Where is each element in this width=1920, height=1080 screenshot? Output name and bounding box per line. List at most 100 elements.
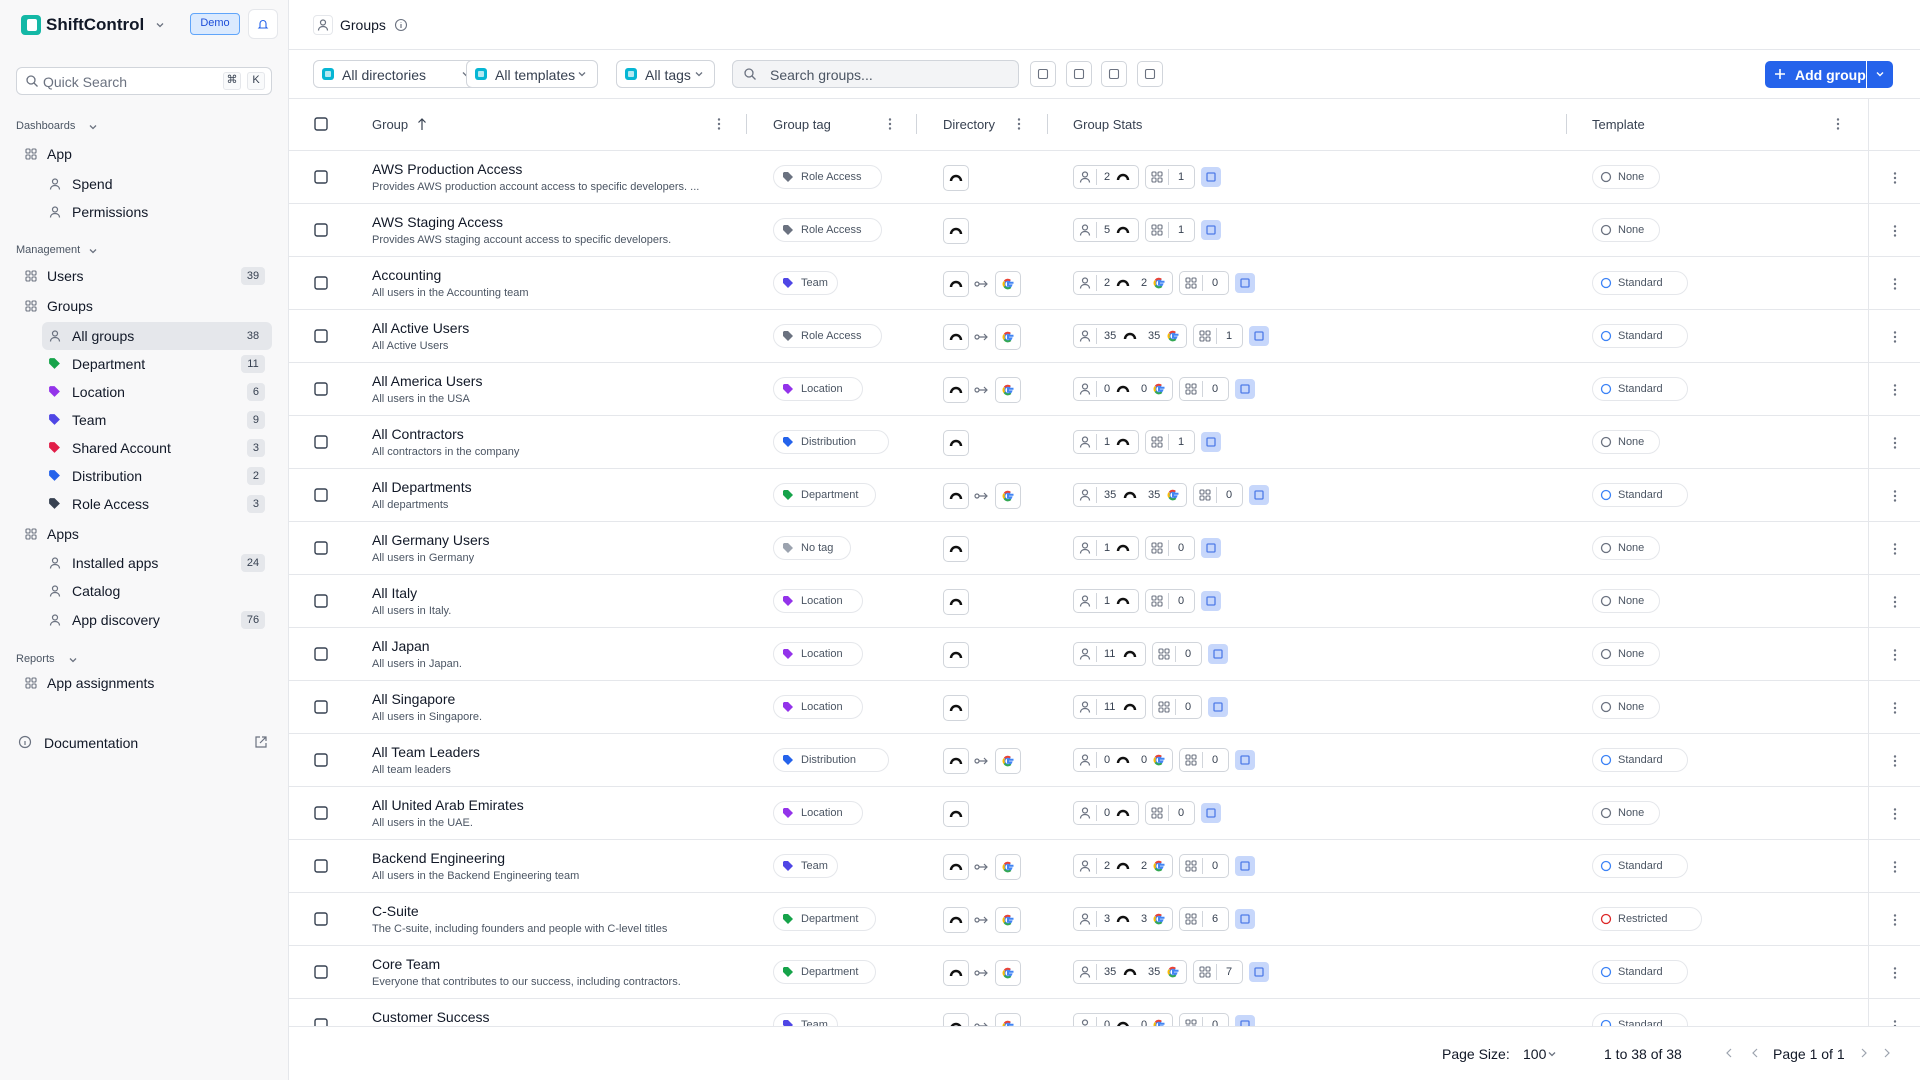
group-name[interactable]: Backend Engineering: [372, 850, 506, 866]
nav-item[interactable]: Groups: [47, 298, 93, 314]
page-size-chevron[interactable]: [1547, 1049, 1557, 1059]
info-icon[interactable]: [394, 18, 408, 32]
row-checkbox[interactable]: [314, 753, 328, 767]
column-header[interactable]: Group tag: [773, 117, 831, 132]
toolbar-button[interactable]: [1101, 61, 1127, 87]
row-menu[interactable]: [1893, 807, 1897, 821]
column-header[interactable]: Group Stats: [1073, 117, 1143, 132]
row-menu[interactable]: [1893, 436, 1897, 450]
row-checkbox[interactable]: [314, 1018, 328, 1026]
column-header[interactable]: Directory: [943, 117, 996, 132]
section-toggle[interactable]: [88, 246, 98, 256]
toolbar-button[interactable]: [1030, 61, 1056, 87]
section-toggle[interactable]: [88, 122, 98, 132]
row-checkbox[interactable]: [314, 329, 328, 343]
nav-item[interactable]: Distribution: [72, 468, 143, 484]
nav-item[interactable]: App assignments: [47, 675, 155, 691]
pager-button[interactable]: [1881, 1047, 1893, 1059]
group-name[interactable]: Core Team: [372, 956, 441, 972]
row-menu[interactable]: [1893, 648, 1897, 662]
notifications[interactable]: [248, 9, 278, 39]
nav-item[interactable]: Team: [72, 412, 107, 428]
toolbar-button[interactable]: [1137, 61, 1163, 87]
pager-button[interactable]: [1723, 1047, 1735, 1059]
nav-item[interactable]: Permissions: [72, 204, 149, 220]
nav-item[interactable]: Apps: [47, 526, 79, 542]
toolbar-button[interactable]: [1066, 61, 1092, 87]
row-menu[interactable]: [1893, 171, 1897, 185]
group-name[interactable]: All Japan: [372, 638, 430, 654]
column-header[interactable]: Template: [1592, 117, 1645, 132]
group-search[interactable]: [732, 60, 1019, 88]
row-checkbox[interactable]: [314, 435, 328, 449]
row-menu[interactable]: [1893, 383, 1897, 397]
group-name[interactable]: All Contractors: [372, 426, 464, 442]
row-menu[interactable]: [1893, 966, 1897, 980]
column-header[interactable]: Group: [372, 117, 409, 132]
row-checkbox[interactable]: [314, 859, 328, 873]
nav-item[interactable]: Shared Account: [72, 440, 171, 456]
pager-button[interactable]: [1749, 1047, 1761, 1059]
row-checkbox[interactable]: [314, 541, 328, 555]
row-menu[interactable]: [1893, 913, 1897, 927]
brand-menu[interactable]: [155, 20, 165, 30]
row-checkbox[interactable]: [314, 382, 328, 396]
nav-item[interactable]: App: [47, 146, 72, 162]
group-name[interactable]: AWS Staging Access: [372, 214, 503, 230]
row-checkbox[interactable]: [314, 223, 328, 237]
nav-item[interactable]: Catalog: [72, 583, 121, 599]
nav-item[interactable]: All groups: [72, 328, 135, 344]
nav-item[interactable]: Department: [72, 356, 146, 372]
group-name[interactable]: All Singapore: [372, 691, 456, 707]
row-checkbox[interactable]: [314, 965, 328, 979]
row-checkbox[interactable]: [314, 276, 328, 290]
pager-button[interactable]: [1858, 1047, 1870, 1059]
column-menu[interactable]: [888, 117, 892, 131]
nav-item[interactable]: Role Access: [72, 496, 150, 512]
nav-item[interactable]: App discovery: [72, 612, 160, 628]
row-checkbox[interactable]: [314, 647, 328, 661]
group-name[interactable]: All America Users: [372, 373, 483, 389]
row-menu[interactable]: [1893, 754, 1897, 768]
row-checkbox[interactable]: [314, 806, 328, 820]
filter-button[interactable]: [466, 60, 598, 88]
nav-item[interactable]: Installed apps: [72, 555, 159, 571]
page-size[interactable]: 100: [1523, 1046, 1547, 1062]
row-menu[interactable]: [1893, 277, 1897, 291]
column-menu[interactable]: [1017, 117, 1021, 131]
nav-item[interactable]: Location: [72, 384, 125, 400]
row-menu[interactable]: [1893, 1019, 1897, 1026]
group-name[interactable]: Accounting: [372, 267, 442, 283]
group-name[interactable]: Customer Success: [372, 1009, 490, 1025]
select-all[interactable]: [314, 117, 328, 131]
row-menu[interactable]: [1893, 489, 1897, 503]
row-checkbox[interactable]: [314, 488, 328, 502]
section-toggle[interactable]: [68, 655, 78, 665]
row-menu[interactable]: [1893, 860, 1897, 874]
group-name[interactable]: All United Arab Emirates: [372, 797, 524, 813]
row-menu[interactable]: [1893, 330, 1897, 344]
nav-item[interactable]: Spend: [72, 176, 113, 192]
external-link[interactable]: [254, 735, 268, 749]
nav-item[interactable]: Users: [47, 268, 84, 284]
row-menu[interactable]: [1893, 542, 1897, 556]
group-name[interactable]: All Team Leaders: [372, 744, 480, 760]
row-checkbox[interactable]: [314, 912, 328, 926]
column-menu[interactable]: [1836, 117, 1840, 131]
filter-button[interactable]: [313, 60, 482, 88]
group-name[interactable]: All Germany Users: [372, 532, 490, 548]
row-menu[interactable]: [1893, 224, 1897, 238]
column-menu[interactable]: [717, 117, 721, 131]
row-checkbox[interactable]: [314, 170, 328, 184]
row-checkbox[interactable]: [314, 594, 328, 608]
add-group-menu[interactable]: [1867, 61, 1893, 88]
row-menu[interactable]: [1893, 701, 1897, 715]
row-menu[interactable]: [1893, 595, 1897, 609]
group-name[interactable]: All Departments: [372, 479, 472, 495]
documentation[interactable]: Documentation: [44, 735, 139, 751]
group-name[interactable]: All Italy: [372, 585, 418, 601]
group-name[interactable]: AWS Production Access: [372, 161, 523, 177]
row-checkbox[interactable]: [314, 700, 328, 714]
group-name[interactable]: C-Suite: [372, 903, 419, 919]
group-name[interactable]: All Active Users: [372, 320, 470, 336]
